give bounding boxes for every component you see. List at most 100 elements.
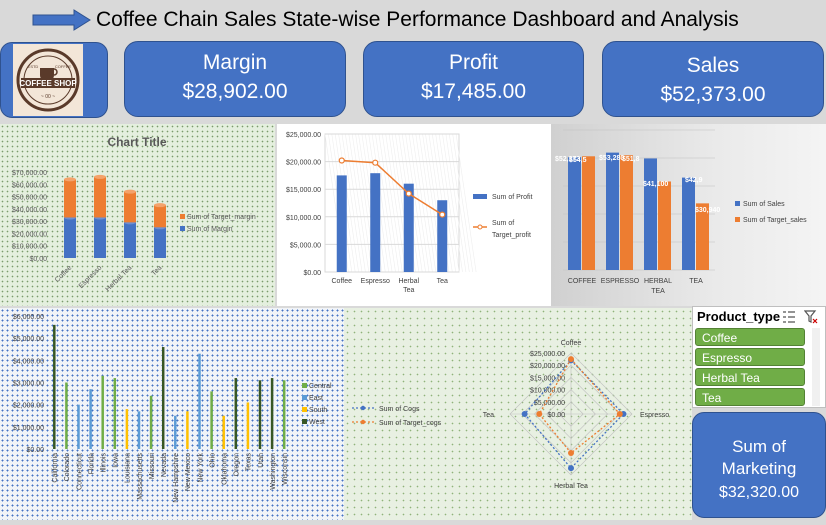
svg-text:~ 00 ~: ~ 00 ~ (41, 94, 55, 100)
bar-segment (64, 179, 76, 218)
sales-bar (620, 155, 633, 270)
legend-marker (735, 201, 740, 206)
profit-bar (437, 200, 448, 272)
x-tick-label: Tea (437, 278, 448, 285)
hatch-line (418, 133, 440, 273)
hatch-line (405, 133, 426, 273)
legend-marker (360, 419, 366, 425)
x-tick-label: Espresso (78, 264, 104, 290)
legend-label: Sum of Margin (187, 226, 233, 233)
hatch-line (449, 133, 470, 273)
data-label: $51,8 (622, 156, 640, 163)
profit-bar (336, 175, 347, 272)
radar-tick-label: $20,000.00 (530, 363, 565, 370)
y-tick-label: $50,000.00 (12, 195, 47, 202)
state-bar (246, 402, 250, 449)
sales-bar (568, 157, 581, 270)
x-tick-label: Florida (88, 453, 95, 475)
y-tick-label: $10,000.00 (286, 215, 321, 222)
state-bar (210, 391, 213, 449)
state-chart-panel[interactable]: $0.00 $1,000.00 $2,000.00 $3,000.00 $4,000.0… (0, 308, 344, 520)
x-tick-label: ESPRESSO (601, 278, 640, 285)
bar-cap (94, 174, 106, 179)
hatch-line (415, 133, 437, 273)
bar-cap (64, 177, 76, 182)
x-tick-label: Oklahoma (221, 453, 228, 485)
x-tick-label: HERBAL (644, 278, 672, 285)
x-tick-label: Massachusetts (137, 453, 144, 500)
target-profit-point (372, 159, 379, 166)
hatch-line (351, 133, 373, 273)
margin-chart-panel[interactable]: Chart Title $0.00 $10,000.00 $20,000.00 $30,… (0, 124, 275, 306)
slicer-scrollbar[interactable] (812, 328, 820, 406)
data-label: $41,100 (643, 181, 668, 188)
sales-bar (682, 177, 695, 270)
legend-label: Sum of Cogs (379, 406, 420, 413)
x-tick-label: Colorado (64, 453, 71, 482)
profit-chart-panel[interactable]: $0.00 $5,000.00 $10,000.00 $15,000.00 $20,00… (277, 124, 552, 306)
y-tick-label: $15,000.00 (286, 187, 321, 194)
data-label: $52,373 (555, 156, 580, 163)
data-label: $42,9 (685, 177, 703, 184)
bar-segment (94, 176, 106, 218)
y-tick-label: $4,000.00 (13, 358, 44, 365)
bar-segment (154, 205, 166, 228)
y-tick-label: $5,000.00 (290, 242, 321, 249)
x-tick-label: Illinois (100, 453, 107, 473)
legend-marker (473, 194, 487, 199)
y-tick-label: $20,000.00 (286, 160, 321, 167)
legend-marker (302, 383, 307, 388)
coffee-shop-logo: COFFEE SHOP ESTD COFFEE ~ 00 ~ (13, 44, 83, 116)
margin-chart: Chart Title $0.00 $10,000.00 $20,000.00 $30,… (12, 135, 256, 293)
state-bar (89, 389, 92, 449)
radar-point (568, 356, 574, 363)
kpi-margin-card: Margin $28,902.00 (124, 41, 346, 117)
kpi-sales-value: $52,373.00 (660, 83, 766, 106)
y-tick-label: $70,000.00 (12, 170, 47, 177)
slicer-item-tea[interactable]: Tea (695, 388, 805, 406)
state-bar (258, 380, 262, 449)
sales-bar (644, 158, 657, 270)
legend-label: Target_profit (492, 232, 531, 239)
profit-chart: $0.00 $5,000.00 $10,000.00 $15,000.00 $20,00… (286, 132, 533, 294)
data-label: $53,280 (599, 155, 624, 162)
legend-label: Sum of Profit (492, 194, 533, 201)
slicer-item-espresso[interactable]: Espresso (695, 348, 805, 366)
y-tick-label: $20,000.00 (12, 231, 47, 238)
target-profit-line (341, 159, 443, 216)
state-bar (53, 324, 56, 449)
svg-text:COFFEE SHOP: COFFEE SHOP (19, 79, 77, 88)
y-tick-label: $6,000.00 (13, 314, 44, 321)
sales-bar (582, 156, 595, 270)
y-tick-label: $40,000.00 (12, 207, 47, 214)
state-bar (186, 411, 189, 449)
slicer-item-herbal-tea[interactable]: Herbal Tea (695, 368, 805, 386)
kpi-margin-label: Margin (202, 51, 268, 74)
marketing-card: Sum of Marketing $32,320.00 (692, 412, 826, 518)
radar-category-label: Espresso (640, 412, 669, 419)
legend-label: West (309, 419, 325, 426)
x-tick-label: Coffee (332, 278, 353, 285)
cogs-radar-panel[interactable]: $0.00 $5,000.00 $10,000.00 $15,000.00 $20,00… (344, 308, 692, 520)
x-tick-label: Herbal Tea (105, 264, 134, 293)
x-tick-label: Utah (258, 453, 265, 468)
hatch-line (385, 133, 406, 273)
x-tick-label: Iowa (113, 453, 120, 468)
state-bar (65, 382, 68, 449)
hatch-line (445, 133, 467, 273)
slicer-item-coffee[interactable]: Coffee (695, 328, 805, 346)
sales-chart-panel[interactable]: COFFEE ESPRESSO HERBAL TEA TEA $52,373 $54,5 $5… (551, 124, 826, 306)
y-tick-label: $3,000.00 (13, 381, 44, 388)
y-tick-label: $25,000.00 (286, 132, 321, 139)
hatch-line (378, 133, 400, 273)
clear-filter-icon[interactable] (804, 310, 818, 324)
x-tick-label: COFFEE (568, 278, 597, 285)
target-profit-point (338, 157, 345, 164)
kpi-profit-label: Profit (448, 51, 498, 74)
x-tick-label: Wisconsin (282, 453, 289, 485)
hatch-line (348, 133, 370, 273)
multi-select-icon[interactable] (782, 310, 796, 324)
legend-label: South (309, 407, 327, 414)
sales-chart: COFFEE ESPRESSO HERBAL TEA TEA $52,373$54,5 $5… (555, 129, 807, 295)
state-bar (174, 415, 177, 449)
